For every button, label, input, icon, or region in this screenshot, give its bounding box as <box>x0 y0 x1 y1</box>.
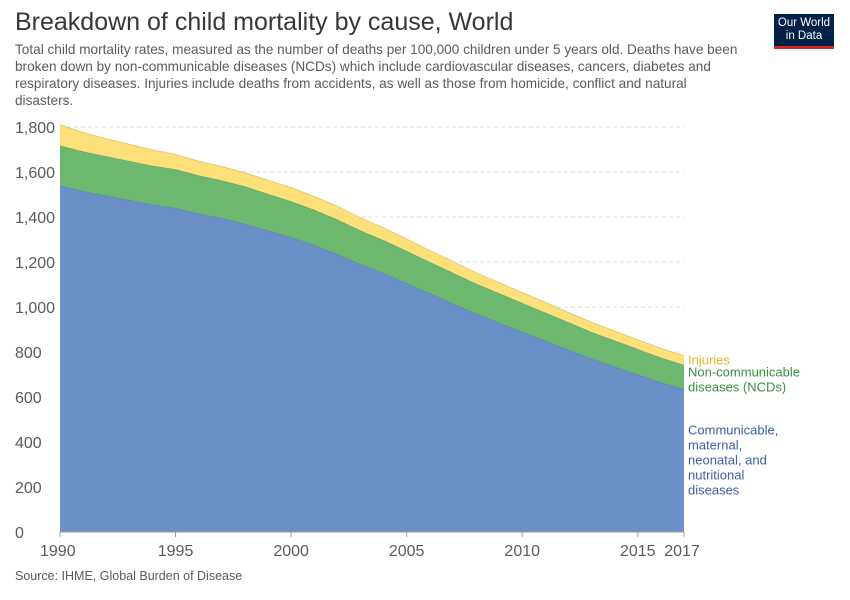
area-series-1[interactable] <box>60 145 684 390</box>
x-tick-label: 1995 <box>158 543 194 560</box>
chart-subtitle: Total child mortality rates, measured as… <box>15 42 738 108</box>
area-series-2[interactable] <box>60 124 684 365</box>
x-tick-label: 2017 <box>664 543 700 560</box>
series-label-0: maternal, <box>688 438 742 453</box>
y-tick-label: 1,200 <box>15 255 55 272</box>
y-tick-label: 1,600 <box>15 165 55 182</box>
series-label-2: Injuries <box>688 352 730 367</box>
series-label-0: nutritional <box>688 468 744 483</box>
series-label-0: Communicable, <box>688 423 778 438</box>
logo-line-2: in Data <box>785 30 823 42</box>
y-axis-ticks: 0 200 400 600 800 1,000 1,200 1,400 1,600 1,800 <box>15 120 55 542</box>
series-label-1: Non-communicable <box>688 364 800 379</box>
x-tick-label: 2000 <box>273 543 309 560</box>
series-label-0: neonatal, and <box>688 453 767 468</box>
x-tick-label: 1990 <box>40 543 76 560</box>
logo-line-1: Our World <box>777 17 831 29</box>
y-tick-label: 400 <box>15 435 42 452</box>
y-tick-label: 600 <box>15 390 42 407</box>
y-tick-label: 200 <box>15 480 42 497</box>
series-label-0: diseases <box>688 483 740 498</box>
source-note: Source: IHME, Global Burden of Disease <box>15 569 243 583</box>
chart-title: Breakdown of child mortality by cause, W… <box>15 8 514 36</box>
area-edge-2 <box>59 124 685 357</box>
y-tick-label: 800 <box>15 345 42 362</box>
x-tick-label: 2010 <box>504 543 540 560</box>
y-tick-label: 1,000 <box>15 300 55 317</box>
x-tick-label: 2005 <box>389 543 425 560</box>
x-axis: 1990 1995 2000 2005 2010 2015 2017 <box>40 531 700 560</box>
y-tick-label: 1,800 <box>15 120 55 137</box>
x-tick-label: 2015 <box>620 543 656 560</box>
owid-logo[interactable]: Our World in Data <box>774 14 834 49</box>
y-tick-label: 0 <box>15 525 24 542</box>
y-tick-label: 1,400 <box>15 210 55 227</box>
stacked-areas <box>59 124 685 533</box>
series-label-1: diseases (NCDs) <box>688 379 786 394</box>
area-series-0[interactable] <box>60 185 684 533</box>
